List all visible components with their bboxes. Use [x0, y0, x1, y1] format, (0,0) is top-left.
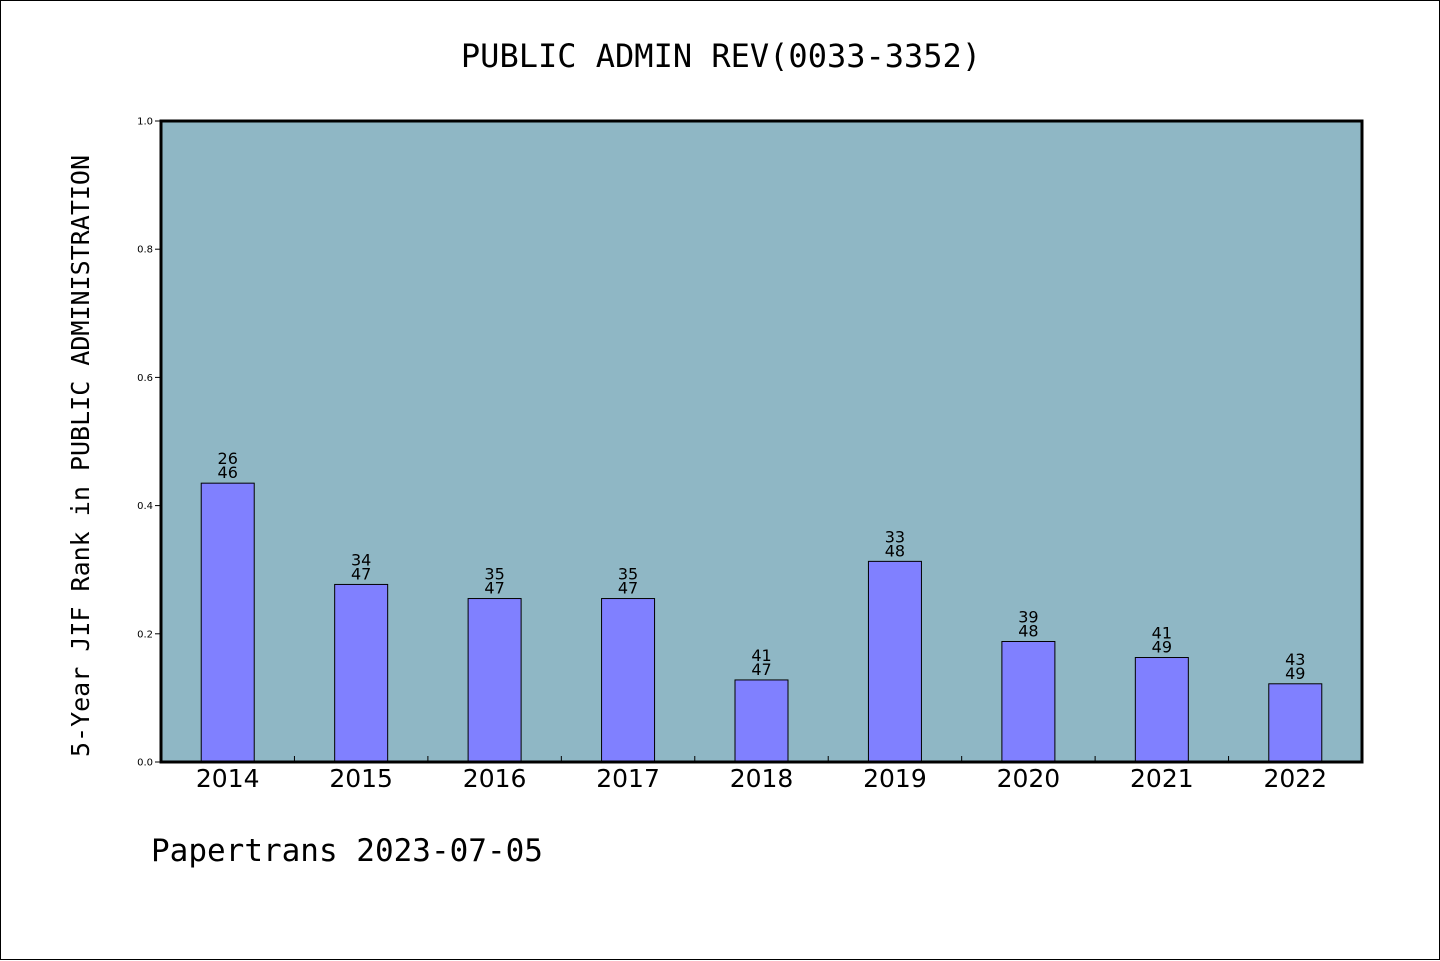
y-tick-label: 0.2 [137, 629, 153, 640]
bar [1134, 657, 1189, 763]
bar-label-total: 47 [618, 579, 638, 598]
y-ticks: 0.0 0.2 0.4 0.6 0.8 1.0 [137, 117, 161, 769]
bar-label-total: 47 [484, 579, 504, 598]
x-tick-label: 2017 [596, 764, 660, 793]
y-tick-label: 0.0 [137, 758, 153, 769]
x-tick-label: 2015 [329, 764, 393, 793]
bar-label-total: 49 [1152, 638, 1172, 657]
bar-label-total: 48 [885, 541, 905, 560]
x-tick-label: 2018 [730, 764, 794, 793]
bar-label-rank: 41 [1152, 624, 1172, 643]
x-tick-label: 2020 [997, 764, 1061, 793]
bar [1001, 640, 1056, 763]
bar [1268, 683, 1323, 763]
y-axis-label: 5-Year JIF Rank in PUBLIC ADMINISTRATION [66, 155, 95, 757]
bar-label-total: 46 [218, 463, 238, 482]
x-tick-label: 2016 [463, 764, 527, 793]
y-tick-label: 0.8 [137, 245, 153, 256]
bar [734, 679, 789, 763]
bar-label-rank: 41 [751, 646, 771, 665]
plot-border [159, 119, 1364, 764]
bar-label-total: 49 [1285, 664, 1305, 683]
x-tick-label: 2021 [1130, 764, 1194, 793]
bar-label-total: 48 [1018, 621, 1038, 640]
x-tick-label: 2019 [863, 764, 927, 793]
bar [867, 560, 922, 763]
x-tick-label: 2022 [1263, 764, 1327, 793]
y-tick-label: 0.6 [137, 373, 153, 384]
bar-label-total: 47 [351, 564, 371, 583]
bar-label-rank: 34 [351, 550, 371, 569]
bar [601, 598, 656, 763]
x-tick-label: 2014 [196, 764, 260, 793]
bar [334, 583, 389, 763]
bar-label-rank: 26 [218, 449, 238, 468]
bar-label-rank: 35 [484, 565, 504, 584]
bar [200, 482, 255, 763]
chart-title: PUBLIC ADMIN REV(0033-3352) [461, 37, 981, 75]
footer-credit: Papertrans 2023-07-05 [151, 833, 543, 869]
x-ticks: 2014 2015 2016 2017 2018 2019 2020 2021 2022 [196, 756, 1327, 793]
bar-label-rank: 43 [1285, 650, 1305, 669]
y-tick-label: 1.0 [137, 117, 153, 128]
bar-label-rank: 33 [885, 527, 905, 546]
bar-label-total: 47 [751, 660, 771, 679]
bar-label-rank: 39 [1018, 607, 1038, 626]
y-tick-label: 0.4 [137, 501, 153, 512]
bar-label-rank: 35 [618, 565, 638, 584]
bar [467, 598, 522, 763]
